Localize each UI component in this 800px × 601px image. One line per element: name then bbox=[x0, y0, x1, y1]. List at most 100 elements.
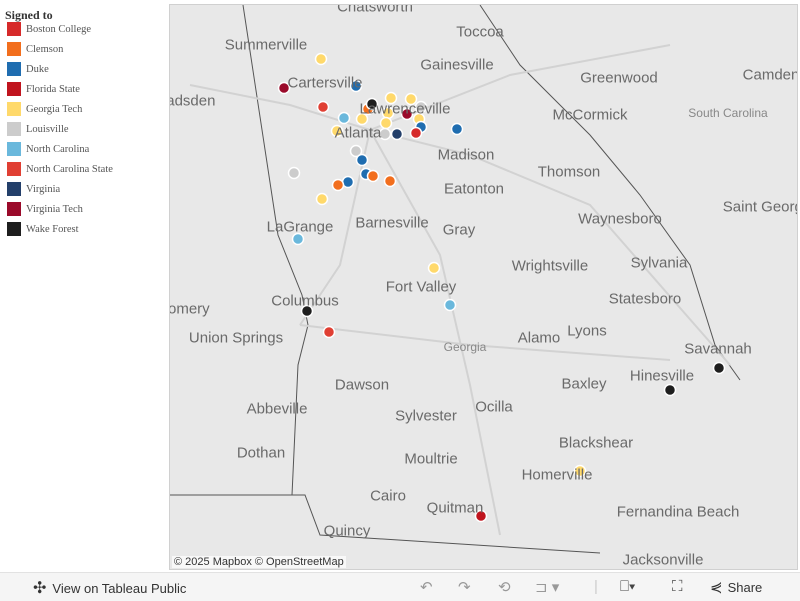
marker-wake-forest[interactable] bbox=[365, 97, 379, 111]
marker-clemson[interactable] bbox=[331, 178, 345, 192]
city-label: Montgomery bbox=[169, 300, 210, 318]
legend-item[interactable]: North Carolina State bbox=[7, 160, 113, 178]
legend-swatch bbox=[7, 142, 21, 156]
redo-icon[interactable]: ↷ bbox=[458, 579, 471, 596]
marker-duke[interactable] bbox=[349, 79, 363, 93]
city-label: Savannah bbox=[684, 340, 752, 358]
legend-swatch bbox=[7, 122, 21, 136]
marker-georgia-tech[interactable] bbox=[355, 112, 369, 126]
marker-virginia-tech[interactable] bbox=[277, 81, 291, 95]
legend-swatch bbox=[7, 22, 21, 36]
marker-north-carolina[interactable] bbox=[443, 298, 457, 312]
city-label: Sylvester bbox=[395, 407, 457, 425]
legend-swatch bbox=[7, 82, 21, 96]
map[interactable]: Chatsworth Toccoa Summerville Gainesville Gr… bbox=[169, 4, 798, 570]
city-label: Fort Valley bbox=[385, 278, 457, 296]
legend-item[interactable]: North Carolina bbox=[7, 140, 89, 158]
map-attribution[interactable]: © 2025 Mapbox © OpenStreetMap bbox=[172, 556, 346, 568]
marker-louisville[interactable] bbox=[378, 127, 392, 141]
marker-georgia-tech[interactable] bbox=[379, 116, 393, 130]
city-label: Baxley bbox=[561, 375, 607, 393]
legend-item[interactable]: Virginia Tech bbox=[7, 200, 83, 218]
revert-icon[interactable]: ⟲ bbox=[498, 579, 511, 596]
marker-clemson[interactable] bbox=[383, 174, 397, 188]
legend-item[interactable]: Louisville bbox=[7, 120, 69, 138]
share-button[interactable]: ⋞ Share bbox=[710, 578, 762, 596]
marker-louisville[interactable] bbox=[287, 166, 301, 180]
road bbox=[369, 129, 501, 536]
city-label: LaGrange bbox=[266, 218, 334, 236]
marker-georgia-tech[interactable] bbox=[573, 464, 587, 478]
city-label: Cartersville bbox=[287, 74, 363, 92]
city-label: Hinesville bbox=[629, 367, 695, 385]
fullscreen-icon[interactable]: ⛶ bbox=[672, 578, 683, 595]
city-label: Thomson bbox=[537, 163, 601, 181]
city-label: Jacksonville bbox=[622, 551, 704, 569]
marker-georgia-tech[interactable] bbox=[315, 192, 329, 206]
marker-north-carolina[interactable] bbox=[337, 111, 351, 125]
marker-duke[interactable] bbox=[355, 153, 369, 167]
legend-label: Boston College bbox=[26, 23, 92, 35]
state-border bbox=[479, 5, 741, 381]
city-label: Lyons bbox=[567, 322, 607, 340]
city-label: Dawson bbox=[334, 376, 390, 394]
marker-georgia-tech[interactable] bbox=[314, 52, 328, 66]
legend-item[interactable]: Duke bbox=[7, 60, 49, 78]
city-label: Columbus bbox=[271, 292, 339, 310]
marker-georgia-tech[interactable] bbox=[330, 124, 344, 138]
city-label: Fernandina Beach bbox=[616, 503, 740, 521]
city-label: Summerville bbox=[224, 36, 308, 54]
legend-item[interactable]: Georgia Tech bbox=[7, 100, 82, 118]
city-label: Saint George bbox=[722, 198, 797, 216]
legend-item[interactable]: Boston College bbox=[7, 20, 91, 38]
view-on-tableau-button[interactable]: ✣ View on Tableau Public bbox=[33, 578, 186, 598]
legend-item[interactable]: Wake Forest bbox=[7, 220, 79, 238]
marker-clemson[interactable] bbox=[366, 169, 380, 183]
marker-louisville[interactable] bbox=[349, 144, 363, 158]
marker-boston-college[interactable] bbox=[409, 126, 423, 140]
marker-georgia-tech[interactable] bbox=[427, 261, 441, 275]
legend-item[interactable]: Virginia bbox=[7, 180, 60, 198]
city-label: Gainesville bbox=[420, 56, 494, 74]
legend-swatch bbox=[7, 62, 21, 76]
marker-florida-state[interactable] bbox=[474, 509, 488, 523]
city-label: South Carolina bbox=[688, 106, 768, 120]
refresh-icon[interactable]: ⊐ ▾ bbox=[535, 579, 560, 596]
city-label: Waynesboro bbox=[578, 210, 662, 228]
city-label: McCormick bbox=[552, 106, 628, 124]
marker-wake-forest[interactable] bbox=[663, 383, 677, 397]
legend-title: Signed to bbox=[5, 8, 53, 22]
city-label: Gadsden bbox=[170, 92, 216, 110]
legend-label: Virginia Tech bbox=[26, 203, 83, 215]
download-icon[interactable]: ⎕▾ bbox=[620, 578, 636, 595]
marker-north-carolina[interactable] bbox=[291, 232, 305, 246]
marker-north-carolina-state[interactable] bbox=[322, 325, 336, 339]
city-label: Cairo bbox=[370, 487, 406, 505]
city-label: Greenwood bbox=[580, 69, 658, 87]
marker-virginia-tech[interactable] bbox=[400, 107, 414, 121]
city-label: Quincy bbox=[323, 522, 371, 540]
legend-item[interactable]: Florida State bbox=[7, 80, 80, 98]
marker-georgia-tech[interactable] bbox=[404, 92, 418, 106]
road bbox=[189, 84, 731, 366]
marker-duke[interactable] bbox=[450, 122, 464, 136]
city-label: Barnesville bbox=[355, 214, 429, 232]
legend-label: Virginia bbox=[26, 183, 61, 195]
city-label: Quitman bbox=[426, 499, 484, 517]
map-canvas bbox=[170, 5, 741, 554]
undo-icon[interactable]: ↶ bbox=[420, 579, 433, 596]
state-border bbox=[170, 494, 601, 554]
legend-item[interactable]: Clemson bbox=[7, 40, 63, 58]
legend: Signed to Boston College Clemson Duke Flori… bbox=[0, 0, 168, 570]
city-label: Lawrenceville bbox=[359, 100, 451, 118]
city-label: Dothan bbox=[236, 444, 286, 462]
marker-georgia-tech[interactable] bbox=[384, 91, 398, 105]
legend-label: Louisville bbox=[26, 123, 69, 135]
legend-swatch bbox=[7, 222, 21, 236]
marker-wake-forest[interactable] bbox=[712, 361, 726, 375]
legend-swatch bbox=[7, 162, 21, 176]
marker-wake-forest[interactable] bbox=[300, 304, 314, 318]
marker-north-carolina-state[interactable] bbox=[316, 100, 330, 114]
marker-louisville[interactable] bbox=[414, 100, 428, 114]
marker-virginia[interactable] bbox=[390, 127, 404, 141]
